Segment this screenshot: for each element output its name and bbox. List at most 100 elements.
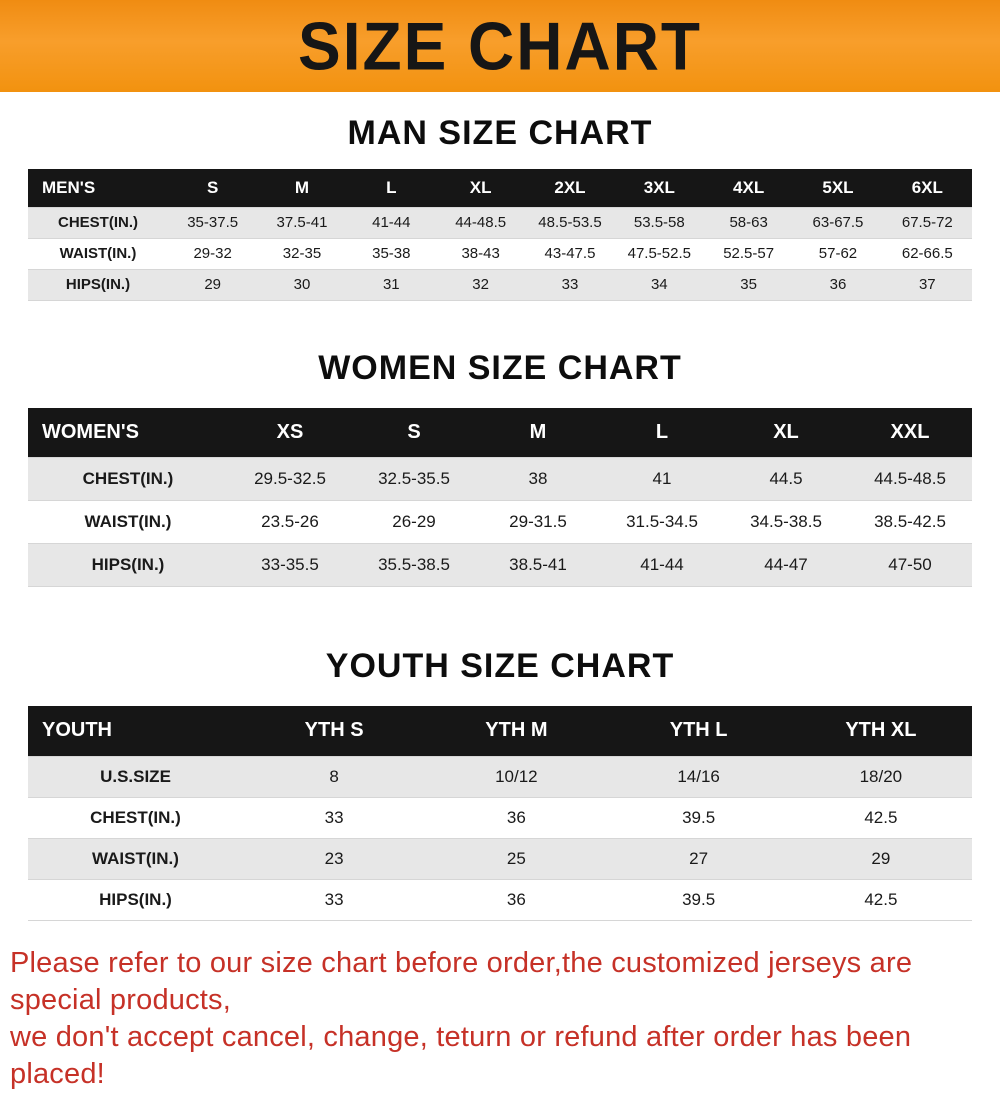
size-value: 38.5-42.5	[848, 500, 972, 544]
size-value: 48.5-53.5	[525, 206, 615, 239]
table-row: HIPS(IN.) 33 36 39.5 42.5	[28, 878, 972, 921]
youth-size-chart-section: YOUTH SIZE CHART YOUTH YTH S YTH M YTH L YTH…	[0, 647, 1000, 921]
size-column-header: 5XL	[793, 169, 883, 207]
table-row: CHEST(IN.) 33 36 39.5 42.5	[28, 796, 972, 839]
top-banner: SIZE CHART	[0, 0, 1000, 92]
table-header-row: WOMEN'S XS S M L XL XXL	[28, 407, 972, 458]
size-value: 29-32	[168, 237, 258, 270]
size-value: 33-35.5	[228, 543, 352, 587]
size-value: 32-35	[257, 237, 347, 270]
size-value: 67.5-72	[882, 206, 972, 239]
row-label: CHEST(IN.)	[28, 206, 168, 239]
row-label: HIPS(IN.)	[28, 878, 243, 921]
size-value: 31.5-34.5	[600, 500, 724, 544]
size-column-header: XXL	[848, 407, 972, 458]
size-value: 14/16	[607, 755, 790, 798]
size-value: 39.5	[607, 796, 790, 839]
size-value: 31	[346, 268, 436, 301]
size-value: 39.5	[607, 878, 790, 921]
size-value: 38-43	[435, 237, 526, 270]
size-value: 63-67.5	[793, 206, 883, 239]
size-value: 44-47	[724, 543, 848, 587]
table-corner-label: WOMEN'S	[28, 407, 228, 458]
table-row: CHEST(IN.) 35-37.5 37.5-41 41-44 44-48.5 48.5…	[28, 206, 972, 239]
size-value: 35.5-38.5	[352, 543, 476, 587]
size-value: 42.5	[789, 878, 972, 921]
row-label: WAIST(IN.)	[28, 237, 168, 270]
size-value: 35	[703, 268, 794, 301]
table-header-row: YOUTH YTH S YTH M YTH L YTH XL	[28, 706, 972, 756]
row-label: CHEST(IN.)	[28, 796, 243, 839]
size-value: 27	[607, 837, 790, 880]
women-size-table: WOMEN'S XS S M L XL XXL CHEST(IN.) 29.5-32.5 32.5…	[28, 407, 972, 587]
table-row: WAIST(IN.) 23.5-26 26-29 29-31.5 31.5-34.5 34…	[28, 500, 972, 544]
size-value: 10/12	[425, 755, 608, 798]
man-section-heading: MAN SIZE CHART	[347, 114, 653, 152]
size-column-header: M	[476, 407, 600, 458]
youth-section-heading: YOUTH SIZE CHART	[325, 647, 675, 685]
table-row: HIPS(IN.) 29 30 31 32 33 34 35 36 37	[28, 268, 972, 301]
size-value: 44.5-48.5	[848, 457, 972, 501]
size-value: 35-38	[346, 237, 436, 270]
table-row: WAIST(IN.) 29-32 32-35 35-38 38-43 43-47.5 47.…	[28, 237, 972, 270]
size-column-header: 2XL	[525, 169, 615, 207]
size-value: 34	[614, 268, 704, 301]
size-value: 41-44	[600, 543, 724, 587]
size-value: 58-63	[703, 206, 794, 239]
row-label: HIPS(IN.)	[28, 268, 168, 301]
man-size-chart-section: MAN SIZE CHART MEN'S S M L XL 2XL 3XL 4XL 5XL 6XL…	[0, 114, 1000, 301]
table-row: WAIST(IN.) 23 25 27 29	[28, 837, 972, 880]
men-size-table: MEN'S S M L XL 2XL 3XL 4XL 5XL 6XL CHEST(IN.) 35-37…	[28, 169, 972, 301]
size-column-header: XS	[228, 407, 352, 458]
size-value: 29	[168, 268, 258, 301]
footer-note-line-1: Please refer to our size chart before or…	[10, 946, 913, 1016]
size-value: 29-31.5	[476, 500, 600, 544]
size-value: 30	[257, 268, 347, 301]
size-value: 29.5-32.5	[228, 457, 352, 501]
table-corner-label: MEN'S	[28, 169, 168, 207]
size-value: 33	[243, 796, 426, 839]
table-header-row: MEN'S S M L XL 2XL 3XL 4XL 5XL 6XL	[28, 169, 972, 207]
size-value: 57-62	[793, 237, 883, 270]
size-value: 42.5	[789, 796, 972, 839]
size-value: 44.5	[724, 457, 848, 501]
table-row: HIPS(IN.) 33-35.5 35.5-38.5 38.5-41 41-44 44-…	[28, 543, 972, 587]
size-value: 53.5-58	[614, 206, 704, 239]
size-value: 47.5-52.5	[614, 237, 704, 270]
size-column-header: YTH XL	[789, 706, 972, 756]
size-value: 29	[789, 837, 972, 880]
size-value: 37.5-41	[257, 206, 347, 239]
size-value: 32.5-35.5	[352, 457, 476, 501]
size-column-header: M	[257, 169, 347, 207]
women-size-chart-section: WOMEN SIZE CHART WOMEN'S XS S M L XL XXL CHEST(…	[0, 349, 1000, 587]
size-value: 36	[425, 796, 608, 839]
size-value: 38	[476, 457, 600, 501]
size-column-header: YTH S	[243, 706, 426, 756]
size-value: 35-37.5	[168, 206, 258, 239]
row-label: WAIST(IN.)	[28, 837, 243, 880]
size-value: 47-50	[848, 543, 972, 587]
table-row: U.S.SIZE 8 10/12 14/16 18/20	[28, 755, 972, 798]
row-label: HIPS(IN.)	[28, 543, 228, 587]
size-value: 23.5-26	[228, 500, 352, 544]
size-column-header: XL	[724, 407, 848, 458]
size-value: 52.5-57	[703, 237, 794, 270]
size-column-header: S	[352, 407, 476, 458]
size-value: 36	[425, 878, 608, 921]
row-label: U.S.SIZE	[28, 755, 243, 798]
size-value: 23	[243, 837, 426, 880]
youth-size-table: YOUTH YTH S YTH M YTH L YTH XL U.S.SIZE 8 10/12…	[28, 706, 972, 921]
size-column-header: 4XL	[703, 169, 794, 207]
size-value: 25	[425, 837, 608, 880]
size-value: 36	[793, 268, 883, 301]
size-value: 32	[435, 268, 526, 301]
size-value: 37	[882, 268, 972, 301]
size-column-header: 6XL	[882, 169, 972, 207]
size-column-header: YTH M	[425, 706, 608, 756]
table-corner-label: YOUTH	[28, 706, 243, 756]
size-value: 41	[600, 457, 724, 501]
table-row: CHEST(IN.) 29.5-32.5 32.5-35.5 38 41 44.5 44.5…	[28, 457, 972, 501]
size-value: 34.5-38.5	[724, 500, 848, 544]
size-column-header: L	[346, 169, 436, 207]
